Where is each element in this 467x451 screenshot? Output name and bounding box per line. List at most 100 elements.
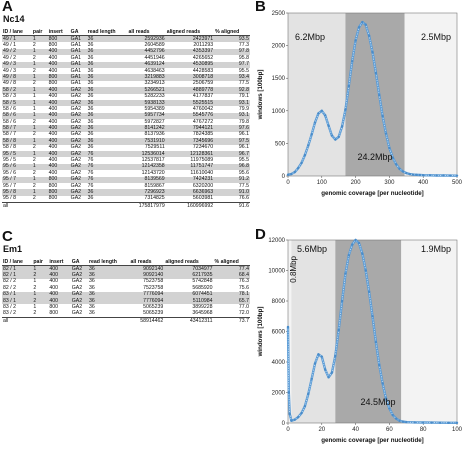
data-point — [447, 421, 450, 424]
chart-d: 0 2000 4000 6000 8000 10000 12000 0 20 40 60 80 100 0… — [257, 238, 463, 444]
table-cell: 49 / 8 — [3, 80, 16, 87]
table-cell: 95 / 7 — [2, 176, 32, 183]
data-point — [303, 405, 307, 408]
table-cell: 95.8 — [238, 54, 249, 61]
table-row: 95 / 6 1 400 GA2 76 12142358 11751747 96.8 — [2, 164, 250, 171]
data-point — [418, 173, 422, 177]
table-cell: 2 — [32, 272, 49, 279]
table-cell: 96.7 — [214, 151, 250, 158]
table-cell: 7824385 — [192, 131, 214, 138]
table-cell: 76.6 — [238, 195, 249, 202]
data-point — [337, 135, 340, 139]
data-point — [340, 299, 344, 303]
table-row: 49 / 8 2 800 GA1 36 3234913 2506759 77.5 — [2, 81, 250, 87]
data-point — [347, 84, 351, 88]
y-tick-label: 500 — [275, 141, 286, 147]
table-cell: 4767272 — [192, 118, 214, 125]
data-point — [354, 39, 357, 42]
table-cell: 96.8 — [214, 164, 250, 171]
panel-a-letter: A — [2, 0, 13, 15]
table-cell: 77.3 — [238, 41, 249, 48]
table-cell: 8159867 — [144, 182, 165, 189]
table-cell: 76 — [86, 151, 128, 158]
table-cell: 97.6 — [214, 125, 250, 132]
column-header: insert — [48, 254, 71, 266]
data-point — [398, 419, 401, 422]
data-point — [344, 272, 347, 275]
table-cell: 36 — [87, 54, 94, 61]
panel-d-letter: D — [255, 226, 266, 243]
data-point — [300, 411, 303, 415]
table-cell: 77.5 — [238, 182, 249, 189]
table-row: 95 / 6 2 400 GA2 76 12143720 11610040 95.6 — [2, 170, 250, 176]
table-cell: 400 — [47, 113, 70, 120]
table-cell: 7776094 — [129, 298, 165, 305]
data-point — [351, 243, 354, 246]
table-cell: 3008718 — [165, 74, 215, 81]
table-cell: 83 / 2 — [3, 310, 16, 317]
data-point — [293, 418, 296, 421]
column-header: read length — [87, 254, 130, 266]
total-cell — [87, 317, 130, 325]
table-cell: 2 — [33, 310, 37, 317]
total-cell — [47, 202, 70, 210]
data-point — [290, 419, 293, 422]
table-cell: 36 — [86, 100, 128, 107]
table-cell: 5938133 — [127, 100, 166, 107]
table-cell: 2 — [32, 195, 36, 202]
x-tick-label: 200 — [351, 180, 362, 186]
table-cell: 58 / 6 — [3, 118, 16, 125]
region-band — [288, 13, 346, 176]
table-cell: 7529511 — [144, 144, 165, 151]
table-cell: 400 — [49, 284, 59, 291]
table-cell: GA2 — [69, 176, 87, 183]
data-point — [364, 23, 367, 26]
table-cell: 5545776 — [165, 113, 215, 120]
table-cell: 36 — [86, 125, 128, 132]
table-cell: 1 — [31, 49, 48, 56]
table-cell: 400 — [48, 157, 58, 164]
table-cell: 77.4 — [213, 265, 250, 273]
data-point — [442, 174, 445, 177]
table-cell: GA1 — [70, 41, 82, 48]
table-cell: GA2 — [69, 151, 87, 158]
table-cell: 400 — [48, 291, 71, 298]
table-cell: 2 — [32, 298, 49, 305]
data-point — [290, 172, 293, 176]
table-cell: 36 — [86, 113, 128, 120]
table-cell: 82 / 2 — [3, 278, 16, 285]
table-cell: 49 / 3 — [3, 67, 16, 74]
panel-b-letter: B — [255, 0, 266, 15]
table-cell: 36 — [87, 67, 94, 74]
table-cell: 1 — [31, 87, 48, 94]
column-header: all reads — [127, 24, 166, 36]
table-cell: 36 — [87, 144, 94, 151]
table-cell: 49 / 1 — [2, 35, 32, 43]
table-cell: 1 — [33, 278, 37, 285]
table-cell: 36 — [86, 74, 128, 81]
table-cell: 5065239 — [143, 310, 164, 317]
table-cell: 5603981 — [192, 195, 214, 202]
table-cell: 36 — [87, 272, 130, 279]
table-cell: 93.4 — [214, 74, 250, 81]
table-cell: 58 / 8 — [3, 144, 16, 151]
series-line-highlight — [287, 21, 458, 177]
table-cell: 8141242 — [127, 125, 166, 132]
table-cell: 7944121 — [165, 125, 215, 132]
x-tick-label: 0 — [286, 427, 290, 433]
y-tick-label: 0 — [282, 421, 286, 427]
table-cell: 76 — [87, 157, 94, 164]
total-cell: 175817979 — [127, 202, 166, 210]
total-cell — [31, 202, 48, 210]
table-cell: 400 — [48, 93, 58, 100]
table-cell: 12537817 — [141, 157, 165, 164]
data-point — [317, 112, 320, 115]
table-cell: 97.7 — [214, 61, 250, 68]
table-cell: 58 / 3 — [3, 93, 16, 100]
table-cell: 3219883 — [127, 74, 166, 81]
data-point — [313, 121, 317, 124]
data-point — [330, 134, 334, 137]
table-row: 58 / 8 2 400 GA2 36 7529511 7234670 96.1 — [2, 144, 250, 151]
table-cell: 2 — [32, 54, 36, 61]
table-cell: 4638463 — [144, 67, 165, 74]
